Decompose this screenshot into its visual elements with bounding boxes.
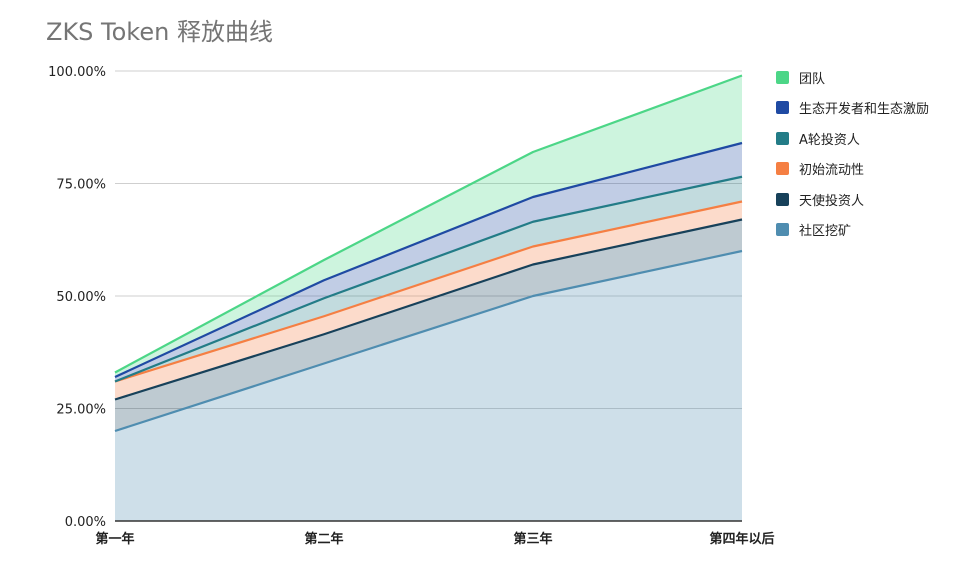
x-tick-labels: 第一年 第二年 第三年 第四年以后 bbox=[95, 531, 774, 547]
legend-swatch bbox=[776, 223, 789, 237]
x-tick-label: 第三年 bbox=[513, 531, 552, 547]
series-lines bbox=[114, 74, 743, 433]
x-tick-label: 第一年 bbox=[95, 531, 134, 547]
legend-swatch bbox=[776, 101, 789, 115]
series-line-4 bbox=[114, 175, 743, 383]
y-tick-label: 0.00% bbox=[65, 515, 106, 530]
series-line-2 bbox=[114, 218, 743, 401]
series-line-6 bbox=[114, 74, 743, 374]
legend-label: 天使投资人 bbox=[799, 193, 865, 209]
legend-item: 生态开发者和生态激励 bbox=[776, 93, 929, 124]
legend-item: 团队 bbox=[776, 62, 929, 93]
legend-item: 天使投资人 bbox=[776, 184, 929, 215]
legend-item: 初始流动性 bbox=[776, 154, 929, 185]
area-5 bbox=[115, 143, 742, 382]
series-line-3 bbox=[114, 200, 743, 383]
legend-swatch bbox=[776, 70, 789, 84]
area-2 bbox=[115, 219, 742, 431]
gridlines bbox=[115, 70, 742, 409]
x-tick-label: 第二年 bbox=[304, 531, 343, 547]
area-6 bbox=[115, 75, 742, 377]
x-tick-label: 第四年以后 bbox=[709, 531, 774, 547]
y-tick-label: 100.00% bbox=[48, 65, 106, 80]
legend-swatch bbox=[776, 131, 789, 145]
legend-swatch bbox=[776, 162, 789, 176]
legend-label: 生态开发者和生态激励 bbox=[799, 102, 930, 118]
legend-swatch bbox=[776, 192, 789, 206]
y-tick-label: 75.00% bbox=[56, 178, 106, 193]
y-tick-labels: 0.00% 25.00% 50.00% 75.00% 100.00% bbox=[48, 65, 106, 530]
series-line-5 bbox=[114, 141, 743, 378]
legend-label: 初始流动性 bbox=[799, 163, 865, 179]
series-line-1 bbox=[114, 249, 743, 433]
legend-label: 社区挖矿 bbox=[799, 224, 852, 240]
y-tick-label: 50.00% bbox=[56, 290, 106, 305]
legend-item: 社区挖矿 bbox=[776, 215, 929, 246]
chart-title: ZKS Token 释放曲线 bbox=[46, 18, 273, 46]
legend: 团队生态开发者和生态激励 A轮投资人初始流动性天使投资人社区挖矿 bbox=[776, 62, 929, 245]
legend-label: A轮投资人 bbox=[799, 132, 860, 148]
legend-label: 团队 bbox=[799, 71, 826, 87]
area-4 bbox=[115, 176, 742, 382]
legend-item: A轮投资人 bbox=[776, 123, 929, 154]
y-tick-label: 25.00% bbox=[56, 403, 106, 418]
area-1 bbox=[115, 251, 742, 521]
